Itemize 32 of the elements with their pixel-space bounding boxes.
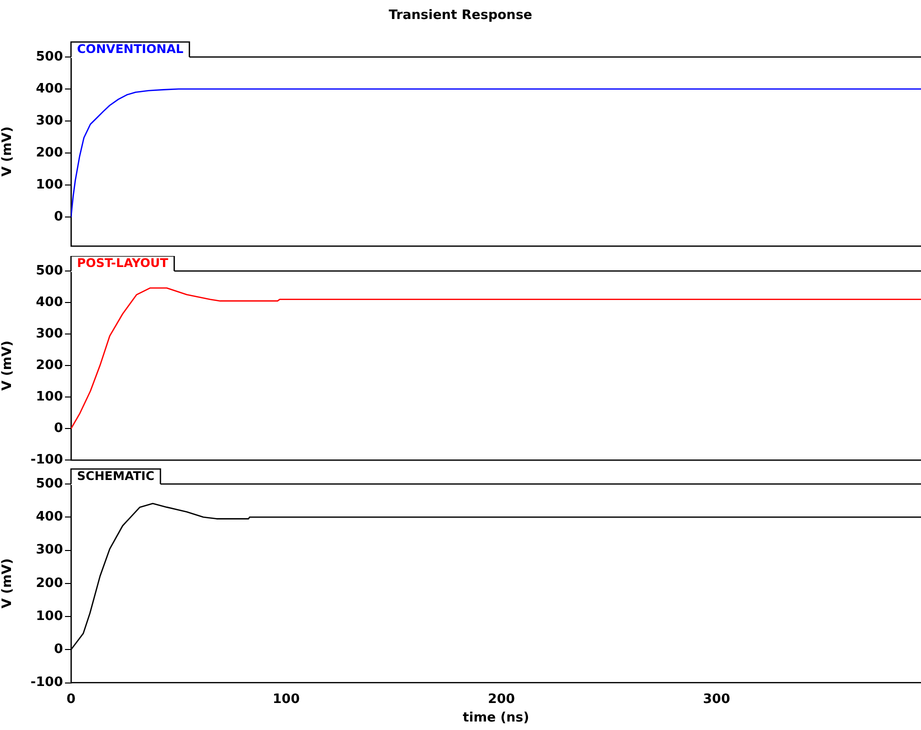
x-tick-label: 300 [703, 692, 730, 707]
y-axis-title: V (mV) [0, 558, 16, 608]
y-axis-title: V (mV) [0, 126, 16, 177]
x-tick-label: 0 [66, 692, 76, 707]
y-tick-label: 500 [36, 263, 63, 278]
series-label: SCHEMATIC [77, 469, 155, 484]
y-tick-label: 100 [36, 608, 63, 624]
y-tick-label: 300 [36, 326, 63, 342]
y-tick-label: -100 [30, 452, 63, 468]
y-tick-label: 300 [36, 542, 63, 558]
y-tick-label: 400 [36, 294, 63, 310]
y-tick-label: 200 [36, 576, 63, 591]
text: CONVENTIONAL [77, 42, 184, 56]
y-tick-label: 300 [36, 113, 63, 128]
y-tick-label: 0 [54, 421, 63, 436]
y-tick-label: 200 [36, 145, 63, 160]
x-tick-label: 100 [272, 692, 300, 707]
y-tick-label: 400 [36, 81, 63, 96]
series-label: POST-LAYOUT [77, 256, 170, 270]
y-tick-label: 100 [36, 178, 63, 193]
y-tick-label: 500 [36, 476, 63, 492]
y-tick-label: 0 [54, 642, 63, 658]
y-axis-title: V (mV) [0, 340, 16, 391]
y-tick-label: 100 [36, 390, 63, 405]
y-tick-label: 200 [36, 358, 63, 373]
y-tick-label: 400 [36, 510, 63, 525]
x-axis-title: time (ns) [462, 710, 530, 726]
y-tick-label: 500 [36, 49, 63, 64]
y-tick-label: -100 [30, 675, 63, 690]
y-tick-label: 0 [54, 210, 63, 225]
x-tick-label: 200 [488, 692, 515, 707]
chart-title: Transient Response [388, 8, 534, 23]
